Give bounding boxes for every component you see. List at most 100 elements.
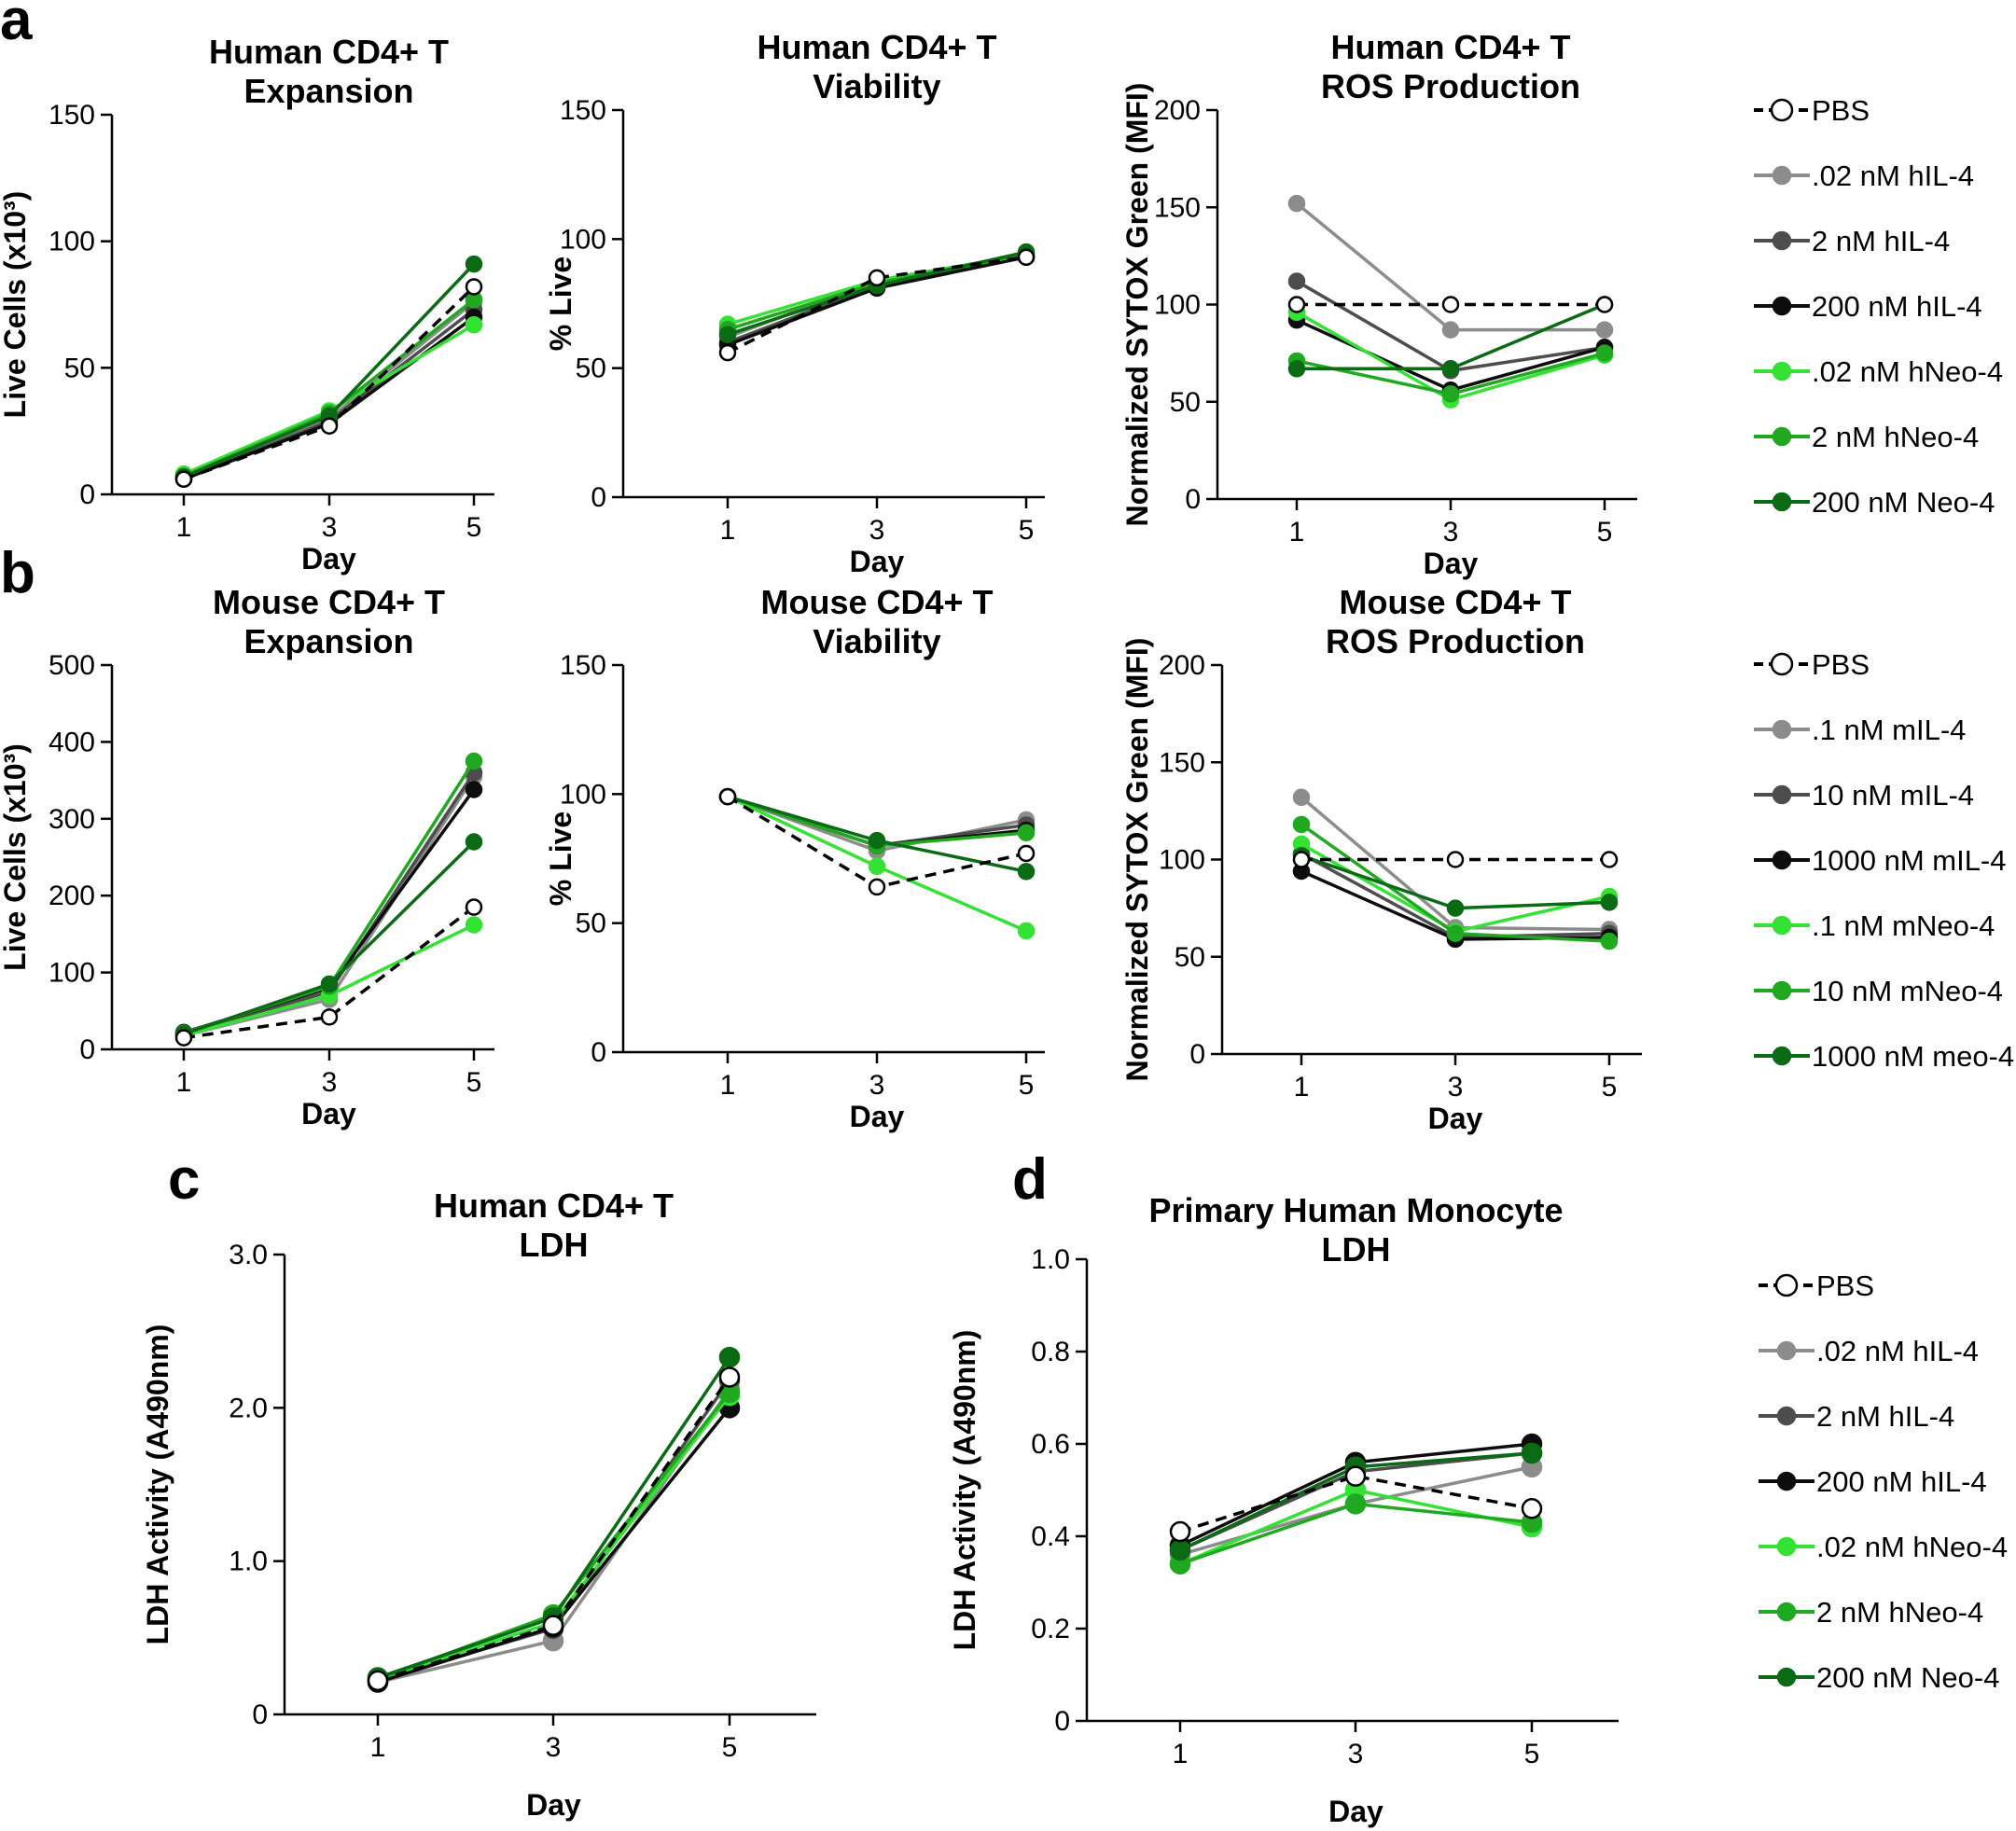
legend-item: .1 nM mNeo-4: [1754, 909, 1995, 942]
legend-item: 10 nM mIL-4: [1754, 779, 1974, 811]
y-tick-label: 0: [591, 482, 606, 513]
y-tick-label: 1.0: [1031, 1244, 1070, 1275]
y-tick-label: 0: [1185, 484, 1201, 515]
series-line: [727, 255, 1027, 354]
chart-title-line: Mouse CD4+ T: [1339, 583, 1571, 621]
y-tick-label: 100: [1154, 290, 1201, 321]
legend-label: PBS: [1816, 1269, 1874, 1302]
legend-item: .02 nM hIL-4: [1754, 160, 1974, 192]
y-tick-label: 0: [1189, 1039, 1205, 1070]
data-point: [868, 831, 886, 850]
chart-c: 0 1.0 2.0 3.0 1 3 5 Day LDH Activity (A490nm) Hum…: [141, 1186, 816, 1822]
legend-swatch-marker: [1772, 230, 1792, 251]
chart-d: 0 0.2 0.4 0.6 0.8 1.0 1 3 5 Day LDH Activity (A490…: [948, 1191, 1619, 1828]
legend-item: .1 nM mIL-4: [1754, 714, 1966, 746]
series-line: [183, 262, 476, 479]
y-axis-label: Normalized SYTOX Green (MFI): [1120, 638, 1154, 1082]
legend-label: 1000 nM meo-4: [1812, 1040, 2014, 1073]
y-tick-label: 200: [1159, 650, 1205, 681]
y-tick-label: 2.0: [229, 1393, 268, 1423]
chart-title-line: Human CD4+ T: [209, 33, 449, 71]
x-tick-label: 5: [1019, 515, 1035, 546]
legend-swatch-marker: [1776, 1602, 1797, 1622]
panel-label-c: c: [168, 1147, 200, 1212]
legend-label: 200 nM hIL-4: [1812, 290, 1982, 323]
legend-label: 2 nM hNeo-4: [1816, 1596, 1983, 1629]
legend-label: .1 nM mIL-4: [1812, 714, 1966, 746]
legend-item: 200 nM hIL-4: [1754, 290, 1982, 323]
data-point: [1521, 1442, 1543, 1464]
chart-b2: 0 50 100 150 1 3 5 Day % Live Mouse CD4+ TViabili…: [544, 583, 1045, 1133]
data-point: [174, 1029, 193, 1047]
chart-title-line: Expansion: [243, 622, 413, 660]
data-point: [465, 752, 483, 770]
legend-swatch-marker: [1774, 1273, 1799, 1297]
y-tick-label: 1.0: [229, 1547, 268, 1577]
x-tick-label: 5: [1524, 1739, 1540, 1769]
series-2-nM-hNeo-4: [174, 290, 483, 486]
series-10-nM-mNeo-4: [1292, 815, 1619, 950]
data-point: [868, 857, 886, 876]
legend-label: PBS: [1812, 648, 1870, 681]
chart-title-line: Human CD4+ T: [434, 1186, 674, 1225]
y-axis-label: LDH Activity (A490nm): [948, 1330, 981, 1651]
y-tick-label: 0.2: [1031, 1614, 1070, 1644]
series-2-nM-hNeo-4: [1287, 344, 1614, 403]
x-tick-label: 1: [1173, 1739, 1189, 1769]
data-point: [1287, 296, 1306, 313]
x-tick-label: 3: [869, 1070, 885, 1101]
data-point: [718, 343, 737, 362]
y-tick-label: 200: [1154, 95, 1201, 126]
legend-label: 2 nM hIL-4: [1812, 225, 1950, 257]
panel-label-b: b: [0, 541, 35, 605]
chart-title-line: LDH: [520, 1226, 589, 1264]
y-tick-label: 3.0: [229, 1240, 268, 1270]
legend-item: 1000 nM meo-4: [1754, 1040, 2014, 1073]
series-line: [183, 285, 476, 481]
data-point: [542, 1615, 564, 1636]
chart-title-line: Viability: [813, 622, 940, 660]
data-point: [1441, 321, 1460, 339]
data-point: [1595, 344, 1614, 362]
legend-item: 1000 nM mIL-4: [1754, 844, 2007, 877]
data-point: [1292, 788, 1311, 807]
y-axis-label: Live Cells (x10³): [0, 743, 32, 971]
legend-label: .02 nM hNeo-4: [1816, 1531, 2008, 1563]
y-tick-label: 0: [591, 1037, 606, 1068]
x-tick-label: 5: [722, 1732, 738, 1763]
x-tick-label: 1: [720, 1070, 736, 1101]
legend-swatch-marker: [1772, 1046, 1792, 1066]
legend-label: 10 nM mNeo-4: [1812, 975, 2003, 1007]
x-tick-label: 3: [1443, 517, 1459, 548]
data-point: [1169, 1520, 1191, 1543]
data-point: [465, 916, 483, 934]
y-tick-label: 150: [1159, 747, 1205, 778]
y-tick-label: 0.8: [1031, 1337, 1070, 1367]
legend-d: PBS .02 nM hIL-4 2 nM hIL-4 200 nM hIL-4 .02…: [1759, 1269, 2008, 1694]
data-point: [465, 255, 483, 273]
legend-swatch-marker: [1776, 1406, 1797, 1426]
x-tick-label: 1: [1294, 1072, 1310, 1103]
legend-label: 200 nM Neo-4: [1812, 486, 1995, 519]
y-tick-label: 100: [49, 958, 95, 989]
series-PBS: [174, 898, 483, 1047]
legend-label: 1000 nM mIL-4: [1812, 844, 2007, 877]
panel-label-a: a: [0, 0, 33, 52]
data-point: [465, 781, 483, 798]
legend-item: 2 nM hNeo-4: [1754, 421, 1979, 453]
legend-swatch-marker: [1772, 492, 1792, 512]
x-axis-label: Day: [1428, 1102, 1483, 1135]
legend-swatch-marker: [1772, 915, 1792, 936]
chart-title-line: Mouse CD4+ T: [760, 583, 993, 621]
legend-item: 2 nM hIL-4: [1759, 1400, 1954, 1433]
data-point: [1441, 360, 1460, 378]
legend-item: .02 nM hNeo-4: [1759, 1531, 2008, 1563]
series--02-nM-hIL-4: [1287, 194, 1614, 339]
series--02-nM-hNeo-4: [174, 315, 483, 483]
series-line: [183, 298, 476, 479]
data-point: [718, 1346, 741, 1368]
chart-title-line: LDH: [1322, 1230, 1391, 1269]
legend-label: .1 nM mNeo-4: [1812, 909, 1995, 942]
x-tick-label: 5: [1597, 517, 1613, 548]
legend-swatch-marker: [1770, 98, 1794, 122]
